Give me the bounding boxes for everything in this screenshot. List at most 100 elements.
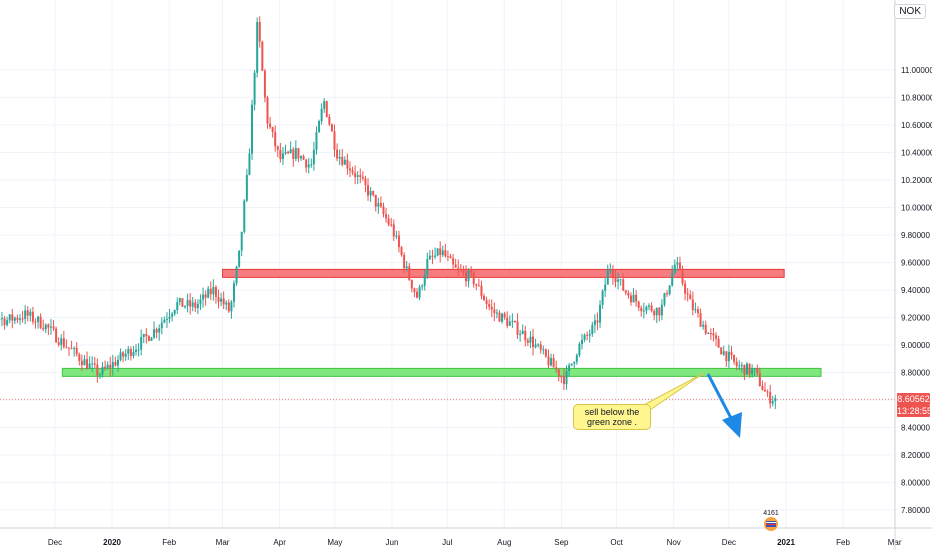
candle-body bbox=[318, 121, 320, 132]
annotation-note: sell below the green zone . bbox=[573, 404, 651, 430]
x-tick-label: Nov bbox=[667, 538, 681, 547]
candle-body bbox=[522, 331, 524, 334]
candle-body bbox=[692, 299, 694, 310]
candle-body bbox=[764, 390, 766, 392]
candle-body bbox=[73, 348, 75, 349]
candle-body bbox=[767, 392, 769, 393]
candle-body bbox=[367, 185, 369, 195]
candle-body bbox=[53, 326, 55, 328]
candle-body bbox=[205, 294, 207, 297]
candle-body bbox=[192, 302, 194, 306]
x-tick-label: Feb bbox=[836, 538, 850, 547]
candle-body bbox=[68, 347, 70, 348]
candle-body bbox=[230, 302, 232, 311]
x-tick-label: Dec bbox=[722, 538, 736, 547]
candle-body bbox=[272, 127, 274, 132]
candle-body bbox=[586, 335, 588, 336]
candle-body bbox=[377, 203, 379, 207]
candle-body bbox=[156, 329, 158, 332]
candle-body bbox=[594, 320, 596, 325]
candle-body bbox=[450, 256, 452, 258]
candle-body bbox=[189, 300, 191, 306]
candle-body bbox=[218, 297, 220, 302]
candle-body bbox=[238, 250, 240, 266]
candle-body bbox=[65, 347, 67, 348]
candle-body bbox=[197, 304, 199, 308]
candle-body bbox=[344, 160, 346, 165]
candle-body bbox=[707, 333, 709, 334]
candle-body bbox=[700, 313, 702, 327]
x-tick-label: 2020 bbox=[103, 538, 121, 547]
candle-body bbox=[99, 375, 101, 376]
candle-body bbox=[385, 214, 387, 218]
x-tick-label: Feb bbox=[162, 538, 176, 547]
x-tick-label: Apr bbox=[273, 538, 286, 547]
x-tick-label: Oct bbox=[610, 538, 623, 547]
candle-body bbox=[509, 322, 511, 326]
candle-body bbox=[741, 365, 743, 366]
y-tick-label: 10.00000 bbox=[901, 204, 932, 213]
x-tick-label: Dec bbox=[48, 538, 62, 547]
candle-body bbox=[416, 292, 418, 298]
candle-body bbox=[736, 362, 738, 366]
candle-body bbox=[403, 255, 405, 268]
candle-body bbox=[478, 286, 480, 287]
candle-body bbox=[560, 376, 562, 377]
candle-body bbox=[483, 296, 485, 300]
candle-body bbox=[303, 156, 305, 159]
candle-body bbox=[145, 334, 147, 336]
candle-body bbox=[679, 262, 681, 269]
y-tick-label: 10.80000 bbox=[901, 94, 932, 103]
candle-body bbox=[661, 305, 663, 316]
candle-body bbox=[104, 367, 106, 368]
currency-label[interactable]: NOK bbox=[894, 4, 926, 19]
candle-body bbox=[81, 361, 83, 365]
candle-body bbox=[496, 313, 498, 314]
candle-body bbox=[266, 97, 268, 123]
candle-body bbox=[125, 354, 127, 357]
candle-body bbox=[138, 350, 140, 351]
candle-body bbox=[223, 299, 225, 305]
candle-body bbox=[524, 331, 526, 340]
candle-body bbox=[620, 279, 622, 280]
candle-body bbox=[576, 355, 578, 362]
x-tick-label: May bbox=[327, 538, 342, 547]
candle-body bbox=[24, 310, 26, 319]
candle-body bbox=[264, 71, 266, 98]
candle-body bbox=[269, 124, 271, 128]
candle-body bbox=[511, 321, 513, 322]
candle-body bbox=[34, 322, 36, 323]
candle-body bbox=[22, 318, 24, 319]
candle-body bbox=[710, 333, 712, 334]
candle-body bbox=[16, 318, 18, 320]
candle-body bbox=[602, 291, 604, 305]
candle-body bbox=[671, 273, 673, 285]
candle-body bbox=[640, 308, 642, 311]
candle-body bbox=[89, 364, 91, 369]
flag-badge[interactable]: 4161 bbox=[760, 510, 782, 532]
candle-body bbox=[292, 149, 294, 159]
candle-body bbox=[555, 367, 557, 369]
down-arrow-head bbox=[722, 412, 742, 438]
candle-body bbox=[308, 165, 310, 168]
y-tick-label: 9.60000 bbox=[901, 259, 930, 268]
candle-body bbox=[279, 150, 281, 159]
candle-body bbox=[282, 153, 284, 159]
candle-body bbox=[442, 250, 444, 255]
candle-body bbox=[45, 325, 47, 330]
candle-body bbox=[143, 334, 145, 337]
candle-body bbox=[738, 366, 740, 367]
candle-body bbox=[176, 302, 178, 310]
candle-body bbox=[305, 160, 307, 168]
candle-body bbox=[468, 271, 470, 281]
candle-body bbox=[94, 363, 96, 364]
resistance-zone[interactable] bbox=[223, 269, 785, 277]
candle-body bbox=[127, 349, 129, 354]
candle-body bbox=[388, 218, 390, 224]
candle-body bbox=[4, 318, 6, 325]
candle-body bbox=[486, 300, 488, 304]
candle-body bbox=[63, 338, 65, 347]
candle-body bbox=[434, 255, 436, 256]
